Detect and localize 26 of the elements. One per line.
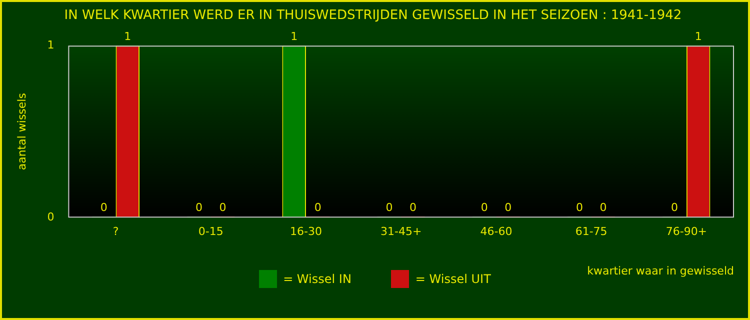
data-label: 0 <box>409 200 416 214</box>
data-label: 0 <box>195 200 202 214</box>
data-label: 0 <box>100 200 108 214</box>
data-label: 1 <box>124 30 132 43</box>
data-label: 1 <box>694 30 702 43</box>
x-tick-label: 31-45+ <box>380 225 422 238</box>
data-label: 1 <box>290 30 298 43</box>
legend-label: = Wissel UIT <box>415 272 491 286</box>
data-label: 0 <box>504 200 512 214</box>
y-axis-title: aantal wissels <box>15 92 28 170</box>
x-tick-label: 61-75 <box>575 225 608 238</box>
data-label: 0 <box>314 200 322 214</box>
chart-title: IN WELK KWARTIER WERD ER IN THUISWEDSTRIJDEN GEWISSELD IN HET SEIZOEN : 1941-1942 <box>64 8 682 24</box>
data-label: 0 <box>386 200 393 214</box>
data-label: 0 <box>576 200 583 214</box>
data-label: 0 <box>219 200 226 214</box>
legend-label: = Wissel IN <box>283 272 352 286</box>
data-label: 0 <box>480 200 488 214</box>
x-tick-label: ? <box>112 225 119 238</box>
x-tick-label: 46-60 <box>480 225 512 238</box>
x-axis-title: kwartier waar in gewisseld <box>587 264 734 278</box>
x-tick-label: 76-90+ <box>666 225 708 238</box>
data-label: 0 <box>600 200 607 214</box>
x-tick-label: 16-30 <box>290 225 322 238</box>
data-label: 0 <box>671 200 678 214</box>
x-tick-label: 0-15 <box>198 225 224 238</box>
